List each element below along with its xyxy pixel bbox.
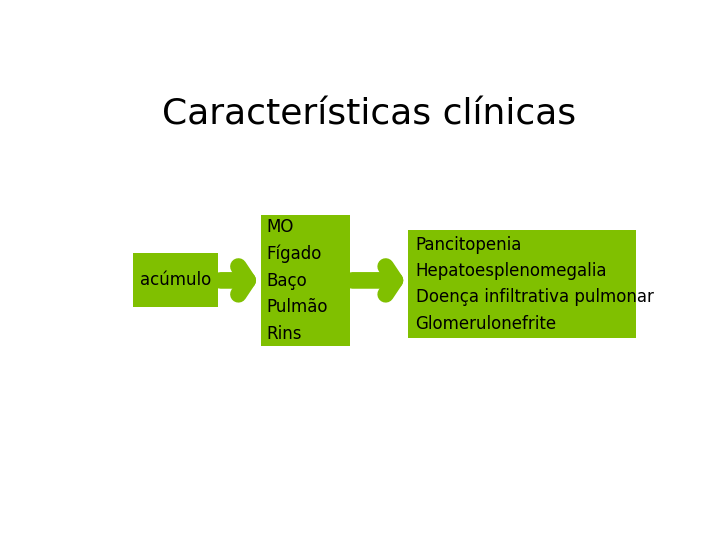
Bar — [132, 253, 218, 307]
Text: Pancitopenia
Hepatoesplenomegalia
Doença infiltrativa pulmonar
Glomerulonefrite: Pancitopenia Hepatoesplenomegalia Doença… — [415, 235, 653, 333]
Text: MO
Fígado
Baço
Pulmão
Rins: MO Fígado Baço Pulmão Rins — [266, 218, 328, 342]
Text: Características clínicas: Características clínicas — [162, 98, 576, 132]
Bar — [261, 215, 350, 346]
Bar — [408, 231, 636, 338]
Text: acúmulo: acúmulo — [140, 272, 211, 289]
